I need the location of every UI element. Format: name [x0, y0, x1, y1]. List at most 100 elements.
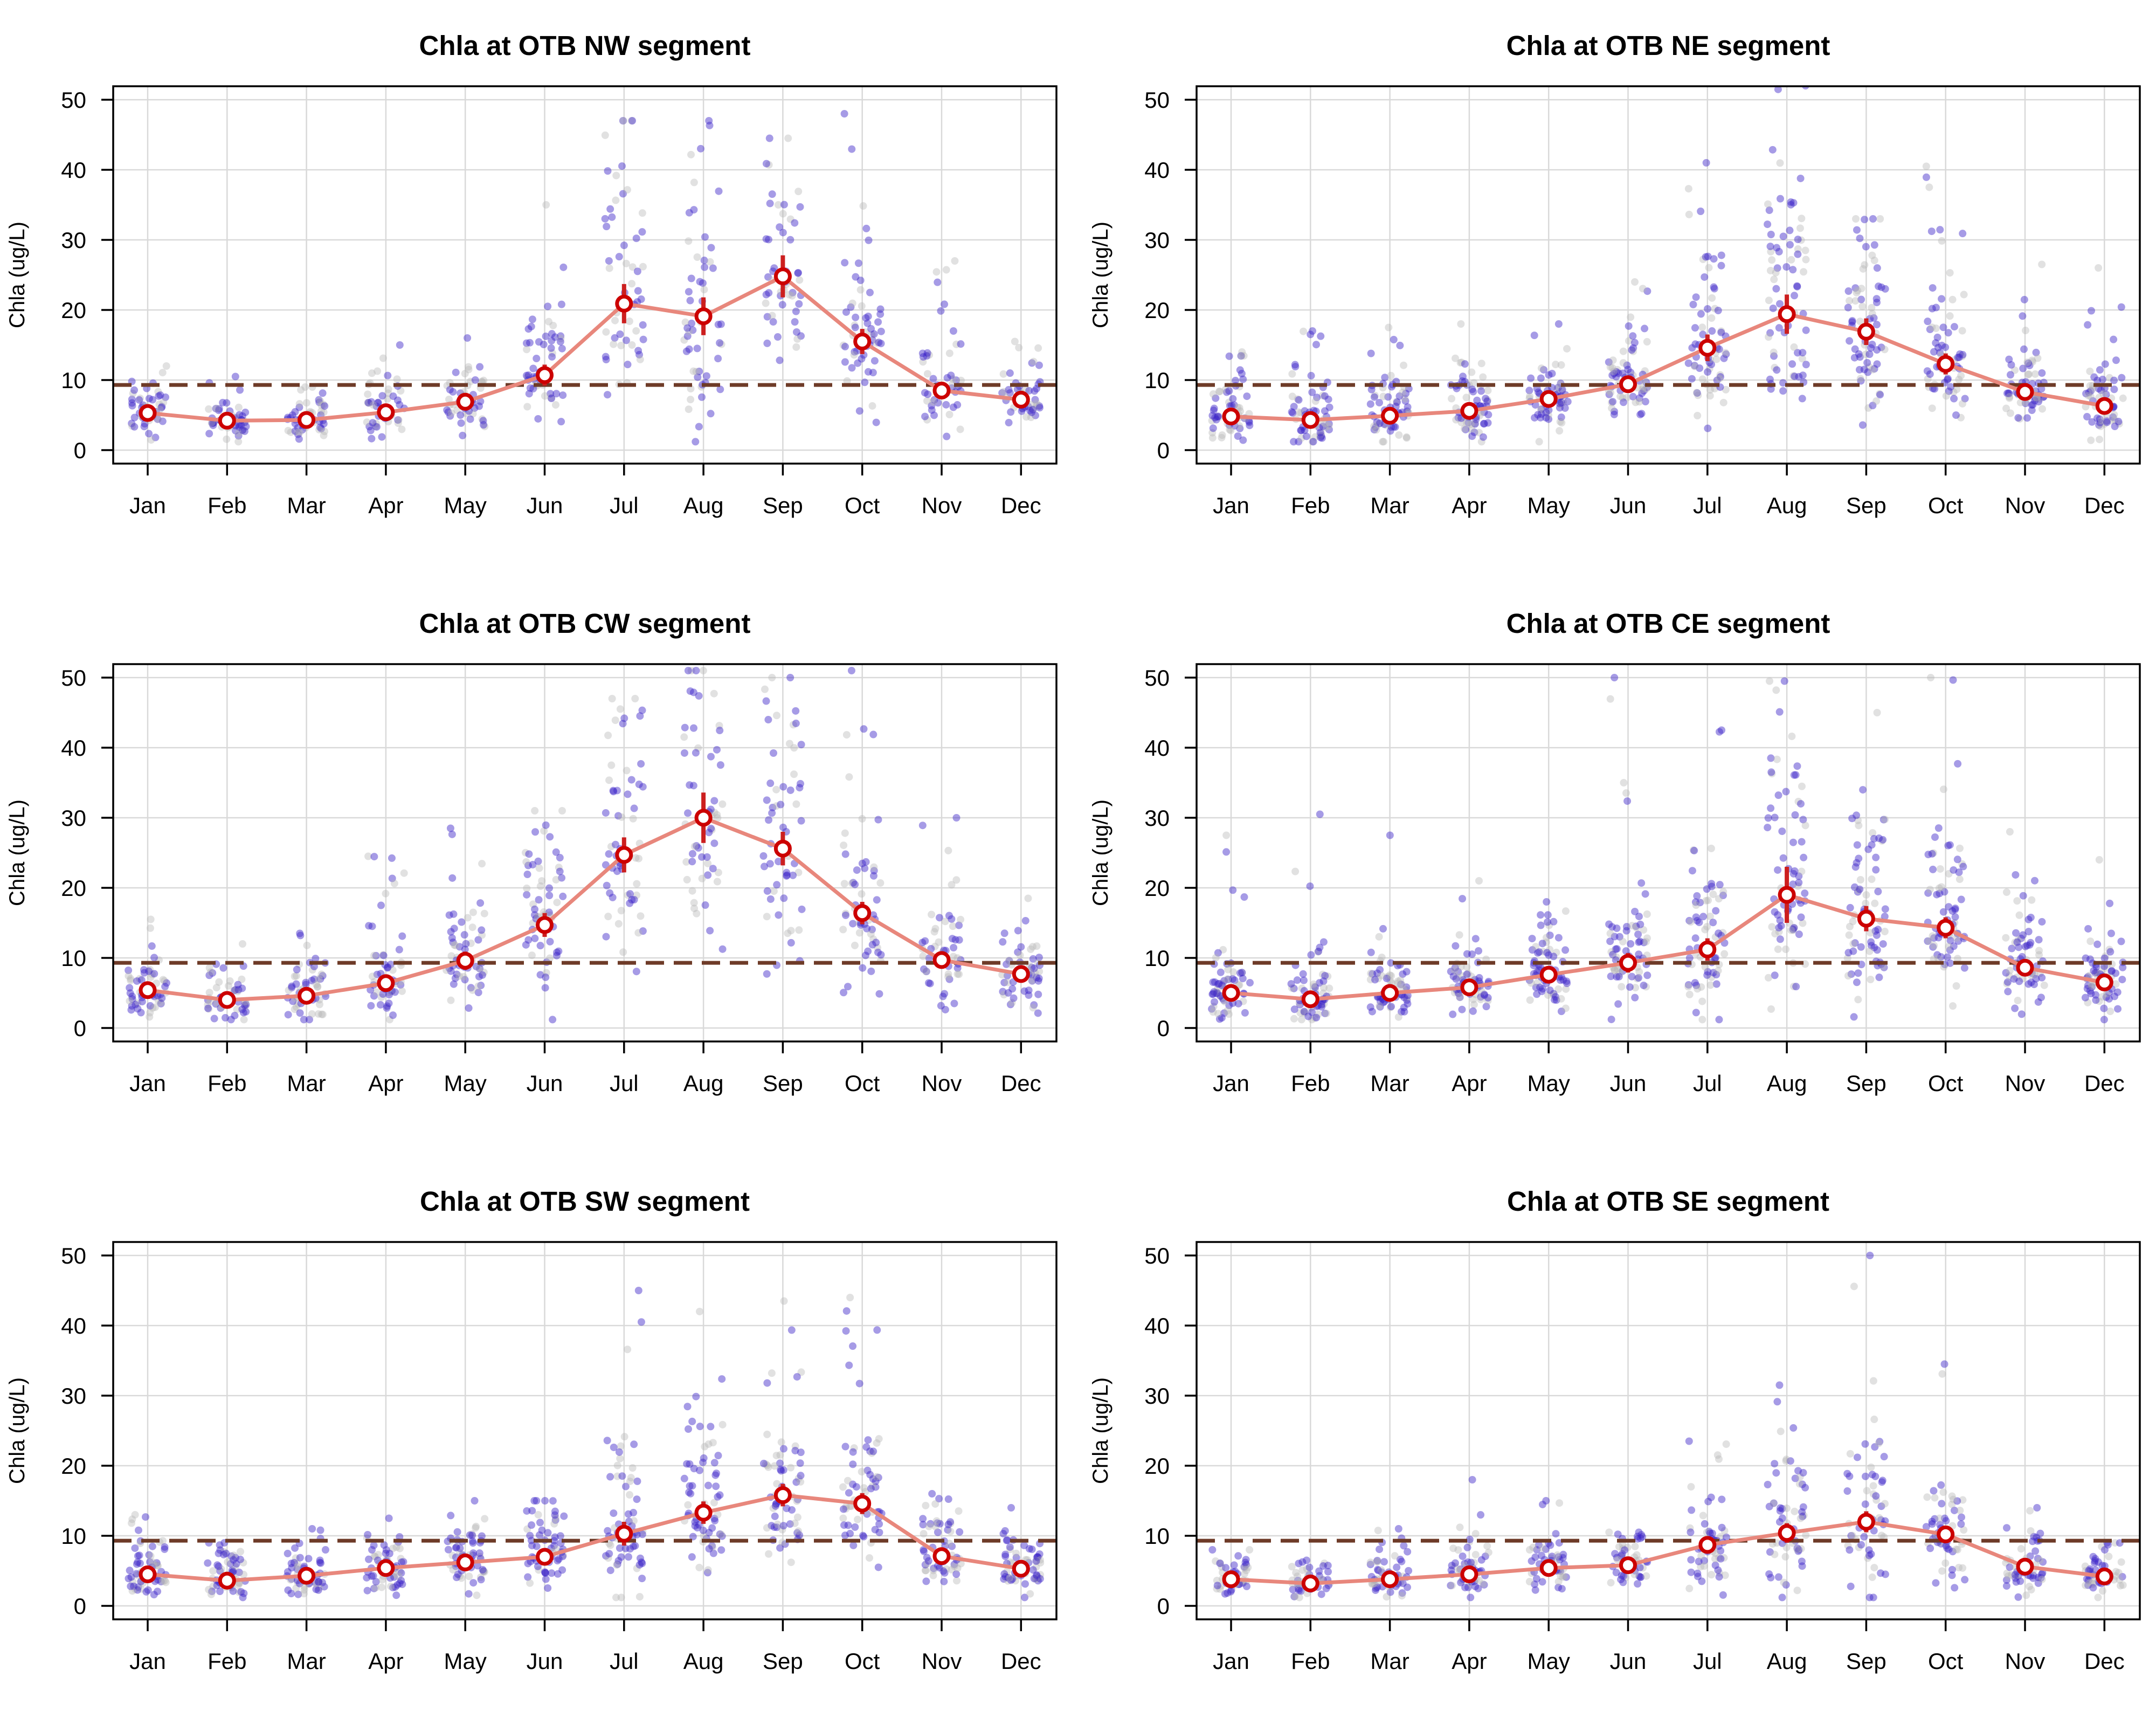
observation-point	[1778, 1505, 1786, 1513]
observation-point	[472, 1524, 480, 1532]
observation-point	[1538, 987, 1546, 995]
y-tick-label: 0	[74, 438, 86, 463]
observation-point	[624, 891, 632, 899]
observation-point	[321, 402, 329, 410]
observation-point	[1238, 969, 1246, 977]
observation-point	[220, 1548, 228, 1556]
observation-point	[398, 1558, 406, 1567]
observation-point	[1483, 397, 1491, 405]
observation-point	[766, 199, 774, 208]
observation-point	[1789, 926, 1797, 934]
observation-point	[693, 253, 701, 261]
observation-point	[1694, 985, 1702, 993]
observation-point	[363, 418, 371, 426]
observation-point	[1022, 413, 1031, 421]
observation-point	[544, 302, 552, 310]
observation-point	[1239, 375, 1247, 383]
observation-point	[312, 1579, 320, 1588]
observation-point	[2110, 376, 2118, 384]
observation-point	[1484, 997, 1492, 1005]
observation-point	[1794, 797, 1802, 805]
observation-point	[629, 1542, 637, 1550]
observation-point	[763, 887, 771, 895]
observation-point	[923, 352, 931, 360]
mean-marker	[218, 411, 236, 430]
observation-point	[453, 1574, 461, 1582]
observation-point	[1484, 411, 1492, 419]
observation-point	[535, 896, 543, 904]
observation-point	[779, 1466, 787, 1474]
observation-point	[1714, 967, 1722, 975]
observation-point	[871, 1526, 879, 1534]
observation-point	[1210, 988, 1218, 996]
observation-point	[1869, 829, 1877, 837]
observation-point	[1477, 988, 1485, 996]
observation-point	[1960, 291, 1968, 299]
observation-point	[1554, 1583, 1563, 1591]
observation-point	[1368, 1008, 1376, 1016]
observation-point	[783, 1505, 791, 1513]
observation-point	[1866, 1252, 1874, 1259]
observation-point	[680, 1474, 688, 1482]
observation-point	[1862, 899, 1870, 907]
observation-point	[604, 1554, 612, 1562]
observation-point	[2023, 358, 2031, 367]
mean-marker	[298, 411, 316, 429]
observation-point	[1535, 388, 1543, 396]
observation-point	[1957, 1520, 1965, 1528]
observation-point	[1533, 968, 1541, 976]
observation-point	[2102, 993, 2110, 1001]
observation-point	[877, 340, 885, 348]
observation-point	[1772, 285, 1780, 293]
observation-point	[607, 843, 615, 851]
x-tick-label: Aug	[683, 1648, 724, 1674]
mean-marker	[615, 294, 633, 313]
observation-point	[1612, 372, 1620, 381]
observation-point	[2100, 1004, 2108, 1012]
observation-point	[1632, 922, 1640, 930]
observation-point	[1005, 385, 1013, 394]
observation-point	[1949, 1002, 1957, 1010]
observation-point	[932, 268, 941, 276]
observation-point	[1936, 889, 1944, 898]
observation-point	[2105, 946, 2113, 954]
observation-point	[1003, 1536, 1011, 1544]
observation-point	[553, 899, 561, 907]
observation-point	[707, 1423, 715, 1431]
observation-point	[2093, 376, 2102, 384]
observation-point	[1848, 1531, 1856, 1540]
observation-point	[2029, 401, 2037, 409]
observation-point	[466, 415, 474, 423]
observation-point	[1717, 261, 1725, 270]
observation-point	[149, 396, 157, 404]
x-tick-label: Feb	[1291, 493, 1330, 518]
observation-point	[2005, 389, 2013, 397]
observation-point	[1458, 377, 1466, 385]
observation-point	[548, 330, 556, 338]
observation-point	[1710, 283, 1718, 291]
observation-point	[1366, 1558, 1374, 1567]
observation-point	[1475, 977, 1483, 985]
observation-point	[777, 801, 785, 809]
observation-point	[1715, 1573, 1723, 1581]
mean-marker	[456, 951, 474, 970]
observation-point	[1638, 389, 1646, 397]
observation-point	[1857, 1541, 1865, 1549]
observation-point	[1211, 978, 1219, 986]
observation-point	[395, 1572, 403, 1581]
observation-point	[1641, 325, 1649, 333]
observation-point	[1615, 972, 1623, 981]
observation-point	[1704, 252, 1712, 260]
observation-point	[1366, 1561, 1374, 1569]
observation-point	[789, 721, 797, 729]
observation-point	[476, 1573, 485, 1581]
observation-point	[841, 358, 849, 366]
observation-point	[1035, 361, 1043, 369]
observation-point	[1949, 1495, 1957, 1503]
observation-point	[1702, 896, 1710, 905]
observation-point	[1782, 1543, 1791, 1551]
observation-point	[928, 406, 936, 414]
observation-point	[1849, 940, 1857, 948]
observation-point	[1950, 942, 1958, 950]
observation-point	[1239, 436, 1247, 444]
